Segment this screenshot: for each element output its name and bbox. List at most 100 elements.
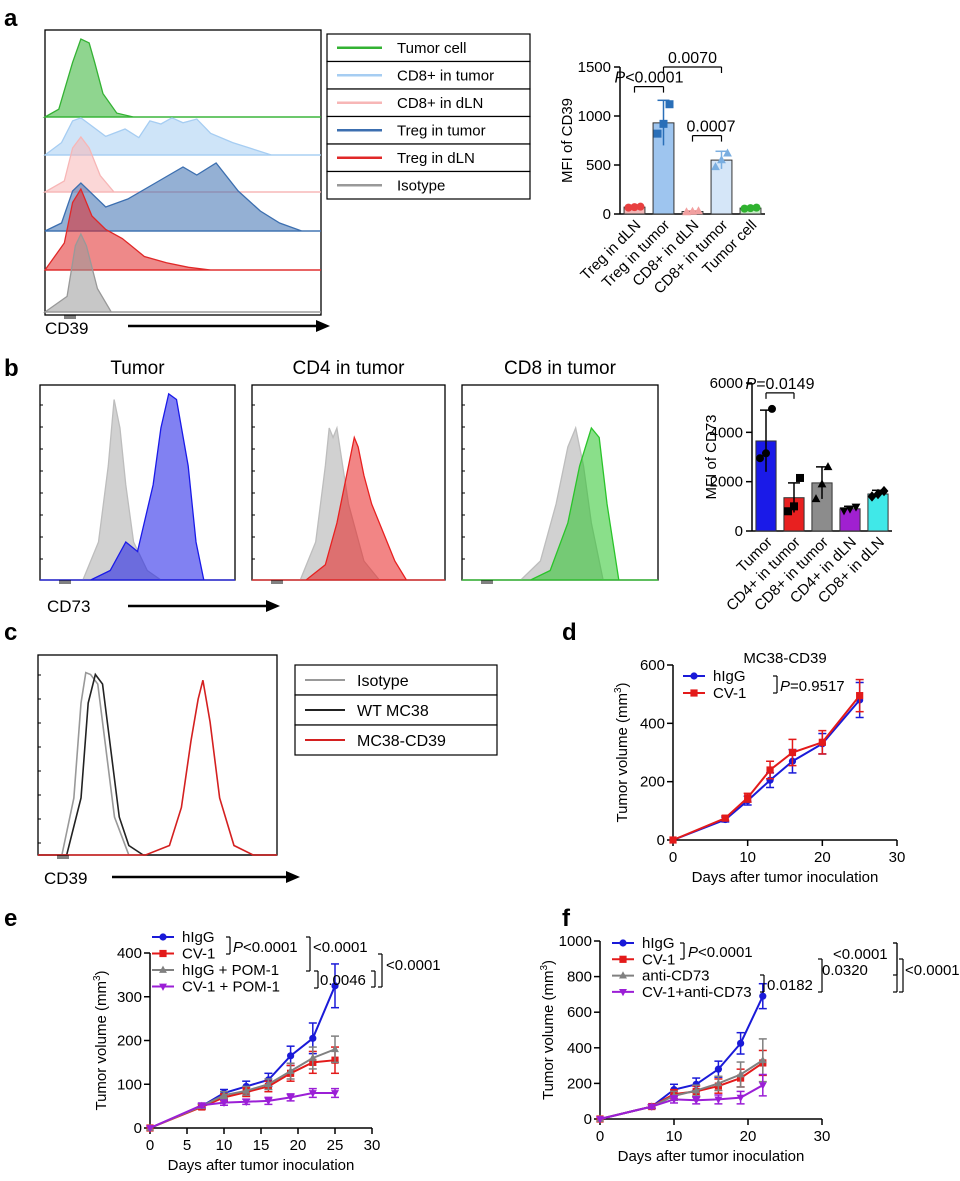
d-y-tick-label: 200 (640, 774, 665, 791)
a-bar-data-point (665, 100, 674, 109)
a-legend-label: CD8+ in dLN (397, 95, 483, 112)
d-x-tick-label: 10 (739, 849, 756, 866)
d-x-tick-label: 30 (889, 849, 906, 866)
a-legend-row (326, 143, 531, 173)
a-bar-data-point (659, 119, 668, 128)
e-series-line (149, 1092, 335, 1129)
f-data-point (736, 1094, 745, 1102)
b-bar-data-point (756, 454, 764, 463)
d-p-value: P=0.9517 (780, 678, 845, 695)
chart-layer: CD39 Tumor cell CD8+ in tumor CD8+ in dLN Tr… (37, 29, 960, 1174)
b-hist-sample (252, 435, 445, 581)
a-bar-y-tick-label: 1500 (578, 59, 611, 76)
c-hist-isotype (38, 671, 277, 856)
f-legend-marker (619, 989, 627, 997)
b-bar-data-point (796, 473, 804, 482)
a-legend-label: CD8+ in tumor (397, 67, 494, 84)
e-p-value: <0.0001 (386, 957, 441, 974)
e-y-tick-label: 100 (117, 1076, 142, 1093)
d-legend-marker (690, 689, 698, 697)
b-bar-data-point (811, 494, 821, 503)
a-hist-tumor-cell (42, 38, 321, 118)
f-y-tick-label: 200 (567, 1075, 592, 1092)
panel-label-c: c (4, 619, 17, 646)
e-p-value: <0.0001 (313, 939, 368, 956)
b-hist-title: CD4 in tumor (293, 358, 406, 379)
c-legend-label: WT MC38 (357, 703, 429, 720)
b-bar-data-point (784, 507, 792, 516)
e-data-point (242, 1098, 251, 1107)
d-title: MC38-CD39 (743, 650, 826, 667)
a-bar-data-point (682, 207, 691, 216)
f-p-value: <0.0001 (833, 946, 888, 963)
a-hist-treg-in-tumor (44, 162, 321, 232)
f-data-point (714, 1096, 723, 1104)
e-data-point (308, 1090, 317, 1098)
e-legend-label: hIgG + POM-1 (182, 962, 279, 979)
b-hist-title: Tumor (110, 358, 165, 379)
f-legend-label: CV-1+anti-CD73 (642, 984, 752, 1001)
f-data-point (596, 1116, 604, 1124)
e-p-value: 0.0046 (320, 972, 366, 989)
e-y-tick-label: 200 (117, 1033, 142, 1050)
f-data-point (692, 1097, 701, 1105)
e-x-tick-label: 15 (253, 1137, 270, 1154)
a-hist-cd8-in-tumor (43, 117, 321, 156)
e-x-label: Days after tumor inoculation (168, 1157, 355, 1174)
e-legend-marker (159, 949, 167, 958)
a-x-label-cd39: CD39 (45, 319, 88, 338)
b-hist-title: CD8 in tumor (504, 358, 617, 379)
d-legend-marker (690, 672, 698, 680)
panel-label-d: d (562, 619, 577, 646)
e-y-tick-label: 300 (117, 989, 142, 1006)
a-bar-data-point (717, 155, 726, 164)
d-data-point (721, 814, 729, 822)
a-bar-data-point (636, 202, 645, 211)
e-y-tick-label: 400 (117, 945, 142, 962)
a-legend-label: Isotype (397, 177, 445, 194)
e-data-point (308, 1053, 317, 1061)
f-series-line (599, 1084, 764, 1120)
b-bar-data-point (845, 505, 855, 514)
f-data-point (736, 1070, 745, 1078)
a-legend-label: Tumor cell (397, 40, 466, 57)
f-data-point (758, 1055, 767, 1064)
e-p-value: P<0.0001 (233, 939, 298, 956)
d-data-point (744, 794, 752, 802)
e-data-point (220, 1090, 228, 1099)
e-data-point (264, 1079, 273, 1088)
b-bar-y-tick-label: 0 (735, 523, 743, 540)
e-x-tick-label: 30 (364, 1137, 381, 1154)
b-bar-data-point (817, 479, 827, 488)
e-series-line (149, 985, 336, 1129)
f-x-tick-label: 0 (596, 1128, 604, 1145)
e-data-point (286, 1066, 295, 1075)
f-y-tick-label: 800 (567, 969, 592, 986)
c-hist-wt-mc38 (38, 672, 277, 856)
d-y-tick-label: 400 (640, 715, 665, 732)
a-legend-label: Treg in tumor (397, 122, 486, 139)
d-x-label: Days after tumor inoculation (692, 869, 879, 886)
a-bar-data-point (746, 204, 755, 213)
e-data-point (331, 1044, 339, 1053)
e-data-point (286, 1094, 295, 1102)
f-x-label: Days after tumor inoculation (618, 1148, 805, 1165)
e-x-tick-label: 25 (327, 1137, 344, 1154)
f-p-value: 0.0320 (822, 962, 868, 979)
a-legend-label: Treg in dLN (397, 150, 475, 167)
e-x-tick-label: 5 (183, 1137, 191, 1154)
d-data-point (818, 738, 826, 746)
c-arrow-head (286, 871, 300, 883)
e-legend-label: CV-1 + POM-1 (182, 979, 280, 996)
f-data-point (692, 1086, 701, 1094)
d-series-line (672, 699, 861, 841)
b-bar-data-point (839, 507, 849, 516)
c-x-label-cd39: CD39 (44, 869, 87, 888)
a-bar-y-label: MFI of CD39 (559, 98, 576, 183)
a-bar-data-point (694, 206, 703, 215)
a-bar-data-point (624, 203, 633, 212)
c-hist-mc38-cd39 (38, 680, 277, 856)
a-bar-y-tick-label: 1000 (578, 108, 611, 125)
panel-label-f: f (562, 905, 571, 932)
a-bar-comparison-label: P<0.0001 (615, 70, 684, 87)
